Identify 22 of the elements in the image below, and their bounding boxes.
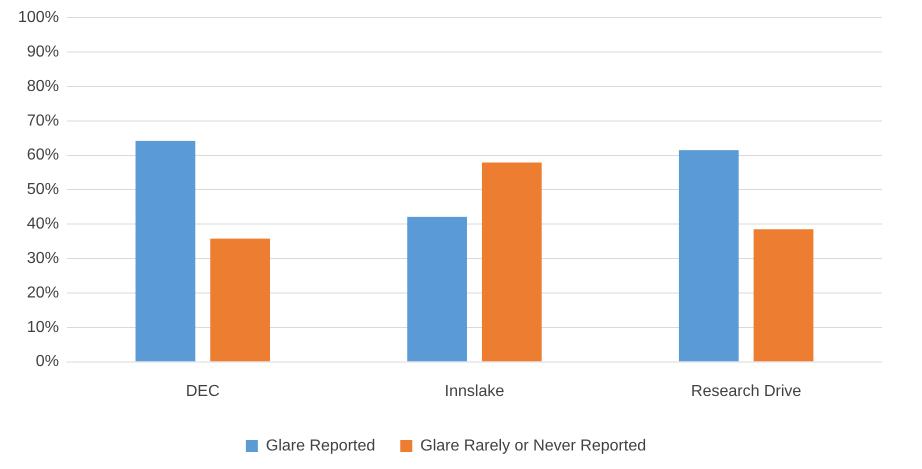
y-tick-label: 50% [26, 181, 59, 198]
x-tick-label: DEC [186, 382, 220, 400]
bar [136, 140, 196, 362]
bar [678, 150, 739, 362]
bar [210, 238, 270, 362]
y-tick-label: 30% [26, 250, 59, 267]
y-tick-label: 10% [26, 318, 59, 336]
legend-label: Glare Reported [266, 437, 376, 454]
y-tick-label: 0% [36, 353, 59, 370]
x-tick-label: Innslake [444, 382, 504, 400]
y-tick-label: 70% [26, 112, 59, 130]
bar [407, 216, 467, 362]
y-tick-label: 40% [26, 216, 59, 233]
legend-label: Glare Rarely or Never Reported [420, 437, 646, 454]
y-tick-label: 80% [26, 78, 59, 95]
x-tick-label: Research Drive [691, 382, 802, 400]
y-tick-label: 100% [18, 9, 59, 26]
bar [482, 162, 542, 362]
y-tick-label: 20% [26, 284, 59, 302]
y-tick-label: 60% [26, 146, 59, 164]
bar [754, 229, 814, 362]
y-tick-label: 90% [26, 43, 59, 60]
